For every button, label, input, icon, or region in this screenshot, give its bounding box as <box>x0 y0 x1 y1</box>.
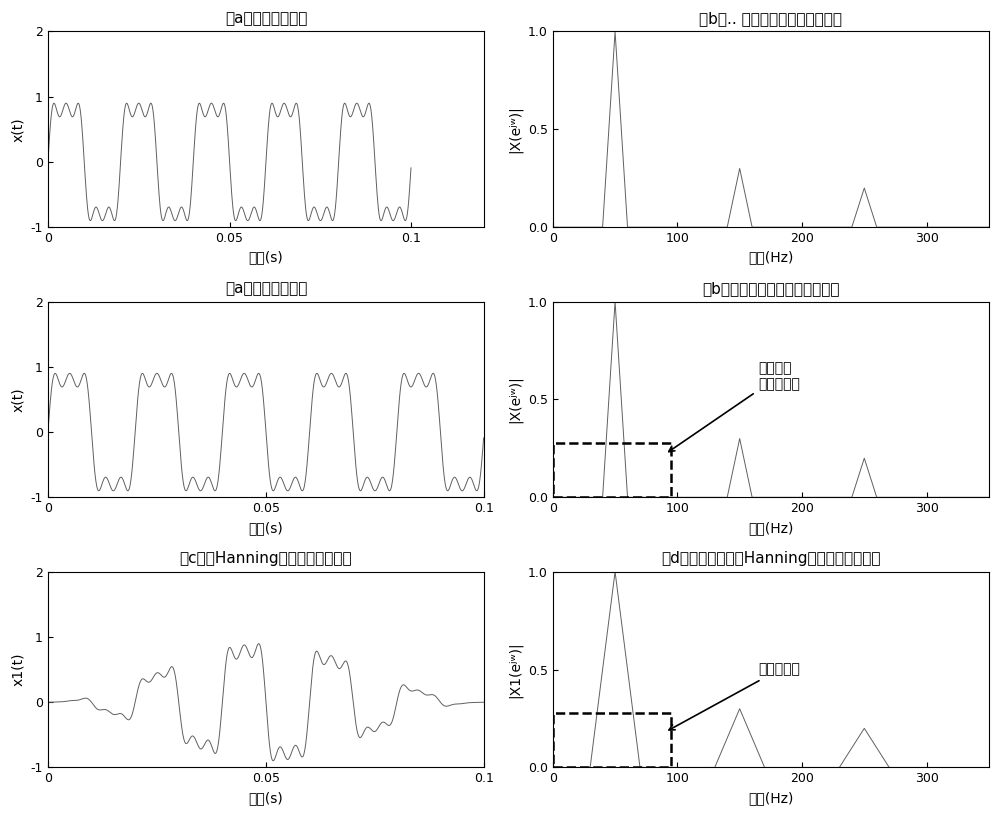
Title: （b）.. 同步采样下的信号幅度谱: （b）.. 同步采样下的信号幅度谱 <box>699 11 842 26</box>
Title: （a）电网谐波信号: （a）电网谐波信号 <box>225 282 307 296</box>
Y-axis label: x(t): x(t) <box>11 117 25 142</box>
Y-axis label: x1(t): x1(t) <box>11 653 25 686</box>
Y-axis label: |X(eʲʷ)|: |X(eʲʷ)| <box>508 105 522 153</box>
X-axis label: 频率(Hz): 频率(Hz) <box>748 791 794 805</box>
Title: （b）非同步采样下的信号幅度谱: （b）非同步采样下的信号幅度谱 <box>702 282 840 296</box>
X-axis label: 时间(s): 时间(s) <box>249 791 283 805</box>
Title: （a）电网谐波信号: （a）电网谐波信号 <box>225 11 307 26</box>
Bar <box>553 442 671 497</box>
Bar <box>553 712 671 768</box>
Title: （d）非同步采样加Hanning窗下的信号幅度谱: （d）非同步采样加Hanning窗下的信号幅度谱 <box>661 552 881 566</box>
Y-axis label: |X(eʲʷ)|: |X(eʲʷ)| <box>508 375 522 424</box>
Title: （c）加Hanning窗的电网谐波信号: （c）加Hanning窗的电网谐波信号 <box>180 552 352 566</box>
X-axis label: 频率(Hz): 频率(Hz) <box>748 521 794 534</box>
Text: 稀疏性提高: 稀疏性提高 <box>669 663 800 730</box>
Text: 频谱泄露
稀疏性变差: 频谱泄露 稀疏性变差 <box>669 361 800 451</box>
X-axis label: 时间(s): 时间(s) <box>249 521 283 534</box>
Y-axis label: x(t): x(t) <box>11 387 25 412</box>
X-axis label: 频率(Hz): 频率(Hz) <box>748 251 794 264</box>
Y-axis label: |X1(eʲʷ)|: |X1(eʲʷ)| <box>508 641 522 698</box>
X-axis label: 时间(s): 时间(s) <box>249 251 283 264</box>
